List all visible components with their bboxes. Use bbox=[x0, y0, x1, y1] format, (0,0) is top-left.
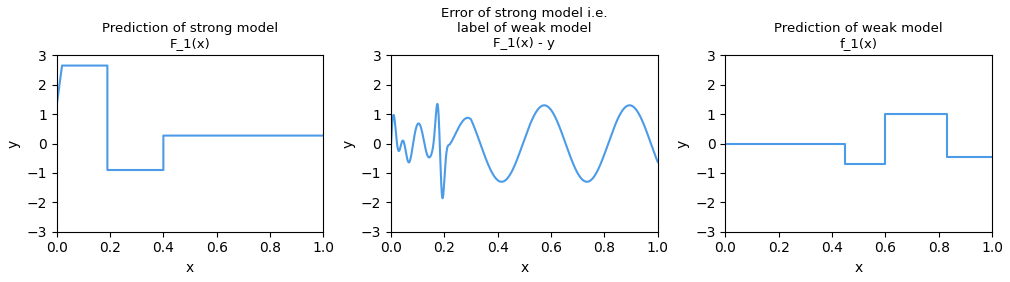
X-axis label: x: x bbox=[186, 261, 194, 275]
Y-axis label: y: y bbox=[676, 139, 690, 148]
X-axis label: x: x bbox=[854, 261, 863, 275]
Title: Error of strong model i.e.
label of weak model
F_1(x) - y: Error of strong model i.e. label of weak… bbox=[441, 7, 608, 50]
X-axis label: x: x bbox=[520, 261, 528, 275]
Title: Prediction of weak model
f_1(x): Prediction of weak model f_1(x) bbox=[775, 22, 943, 50]
Y-axis label: y: y bbox=[341, 139, 356, 148]
Y-axis label: y: y bbox=[7, 139, 21, 148]
Title: Prediction of strong model
F_1(x): Prediction of strong model F_1(x) bbox=[102, 22, 278, 50]
